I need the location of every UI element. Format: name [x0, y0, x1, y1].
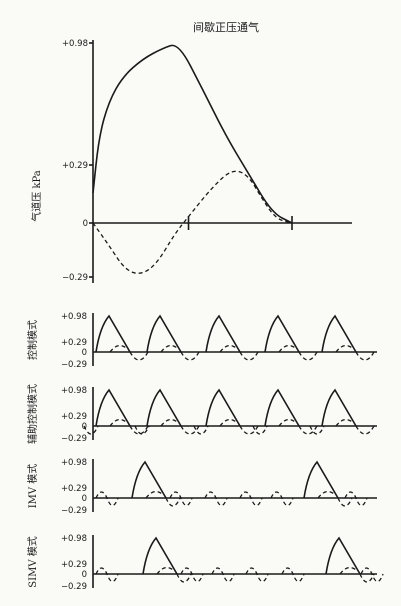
expiration-dip: [359, 573, 375, 583]
panel-y-tick-label: +0.98: [61, 312, 87, 322]
mandatory-breath: [95, 314, 131, 353]
mandatory-breath-dashed: [278, 418, 296, 427]
expiration-dip: [180, 351, 200, 361]
panel-y-tick-label: +0.29: [61, 484, 87, 494]
mandatory-breath-dashed: [317, 490, 335, 499]
panel-y-tick-label: +0.98: [61, 458, 87, 468]
expiration-dip: [129, 425, 149, 435]
mandatory-breath: [264, 314, 300, 353]
spontaneous-breath: [281, 567, 305, 583]
main-y-axis-label: 气道压 kPa: [30, 170, 43, 222]
expiration-dip: [239, 425, 259, 435]
pressure-curve-solid: [92, 44, 293, 224]
panel-simv-mode: SIMV 模式 +0.98 +0.290 −0.29: [26, 534, 384, 592]
expiration-dip: [176, 573, 192, 583]
mandatory-breath-dashed: [335, 418, 353, 427]
panel-y-tick-label: −0.29: [61, 582, 87, 592]
mandatory-breath-dashed: [339, 566, 357, 575]
mandatory-breath: [95, 388, 131, 427]
spontaneous-breath: [180, 567, 204, 583]
expiration-dip: [298, 351, 318, 361]
main-y-tick-label: +0.29: [62, 161, 88, 171]
main-y-tick-label: 0: [83, 219, 88, 229]
main-chart: +0.98 +0.29 0 −0.29: [62, 39, 352, 283]
mandatory-breath-dashed: [109, 344, 127, 353]
expiration-dip: [180, 425, 200, 435]
panel-y-label: 控制模式: [26, 320, 39, 360]
panel-imv-mode: IMV 模式 +0.98 +0.290 −0.29: [26, 458, 377, 516]
expiration-dip: [83, 425, 99, 435]
spontaneous-breath: [360, 567, 384, 583]
expiration-dip: [355, 425, 375, 435]
spontaneous-breath: [95, 491, 119, 507]
mandatory-breath-dashed: [219, 418, 237, 427]
panel-y-tick-label: 0: [82, 348, 87, 358]
mandatory-breath: [321, 314, 357, 353]
svg-text:气道压 kPa: 气道压 kPa: [30, 170, 43, 222]
panel-y-tick-label: −0.29: [61, 434, 87, 444]
main-y-tick-label: +0.98: [62, 39, 88, 49]
spontaneous-breath: [344, 491, 368, 507]
spontaneous-breath: [204, 491, 228, 507]
spontaneous-breath: [95, 567, 119, 583]
panel-y-tick-label: 0: [82, 570, 87, 580]
expiration-dip: [337, 497, 353, 507]
mandatory-breath-dashed: [278, 344, 296, 353]
chart-title: 间歇正压通气: [193, 20, 259, 34]
panel-y-label: IMV 模式: [26, 464, 39, 509]
expiration-dip: [129, 351, 149, 361]
mandatory-breath: [303, 460, 339, 499]
spontaneous-breath: [169, 491, 193, 507]
spontaneous-breath: [270, 491, 294, 507]
expiration-dip: [134, 425, 150, 435]
panel-y-tick-label: 0: [82, 494, 87, 504]
mandatory-breath-dashed: [156, 566, 174, 575]
mandatory-breath: [146, 314, 182, 353]
mandatory-breath: [142, 536, 178, 575]
mandatory-breath-dashed: [160, 418, 178, 427]
mandatory-breath: [321, 388, 357, 427]
expiration-dip: [165, 497, 181, 507]
panel-y-tick-label: −0.29: [61, 360, 87, 370]
mandatory-breath: [131, 460, 167, 499]
expiration-dip: [355, 351, 375, 361]
panel-control-mode: 控制模式 +0.98 +0.290 −0.29: [26, 312, 377, 370]
expiration-dip: [309, 425, 325, 435]
mandatory-breath: [264, 388, 300, 427]
panel-y-tick-label: +0.29: [61, 560, 87, 570]
expiration-dip: [193, 425, 209, 435]
panel-y-tick-label: +0.29: [61, 338, 87, 348]
pressure-curve-dashed: [92, 170, 293, 274]
mandatory-breath: [205, 314, 241, 353]
expiration-dip: [239, 351, 259, 361]
panel-y-tick-label: +0.29: [61, 412, 87, 422]
panel-y-tick-label: +0.98: [61, 386, 87, 396]
expiration-dip: [252, 425, 268, 435]
expiration-dip: [298, 425, 318, 435]
mandatory-breath-dashed: [335, 344, 353, 353]
mandatory-breath: [205, 388, 241, 427]
panel-y-tick-label: −0.29: [61, 506, 87, 516]
mandatory-breath-dashed: [145, 490, 163, 499]
main-y-tick-label: −0.29: [62, 273, 88, 283]
mandatory-breath-dashed: [219, 344, 237, 353]
spontaneous-breath: [245, 567, 269, 583]
mandatory-breath: [146, 388, 182, 427]
mandatory-breath-dashed: [160, 344, 178, 353]
panel-y-label: SIMV 模式: [26, 536, 39, 587]
panel-y-label: 辅助控制模式: [26, 384, 39, 444]
panel-y-tick-label: +0.98: [61, 534, 87, 544]
mandatory-breath-dashed: [109, 418, 127, 427]
panel-assist-control-mode: 辅助控制模式 +0.98+0.290−0.29: [26, 384, 377, 444]
mandatory-breath: [325, 536, 361, 575]
spontaneous-breath: [239, 491, 263, 507]
spontaneous-breath: [211, 567, 235, 583]
